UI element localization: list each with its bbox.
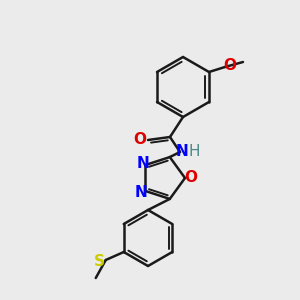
Text: O: O bbox=[184, 170, 197, 185]
Text: N: N bbox=[135, 185, 148, 200]
Text: N: N bbox=[137, 156, 150, 171]
Text: S: S bbox=[94, 254, 105, 269]
Text: O: O bbox=[134, 131, 146, 146]
Text: N: N bbox=[176, 143, 188, 158]
Text: O: O bbox=[224, 58, 236, 73]
Text: H: H bbox=[188, 143, 200, 158]
